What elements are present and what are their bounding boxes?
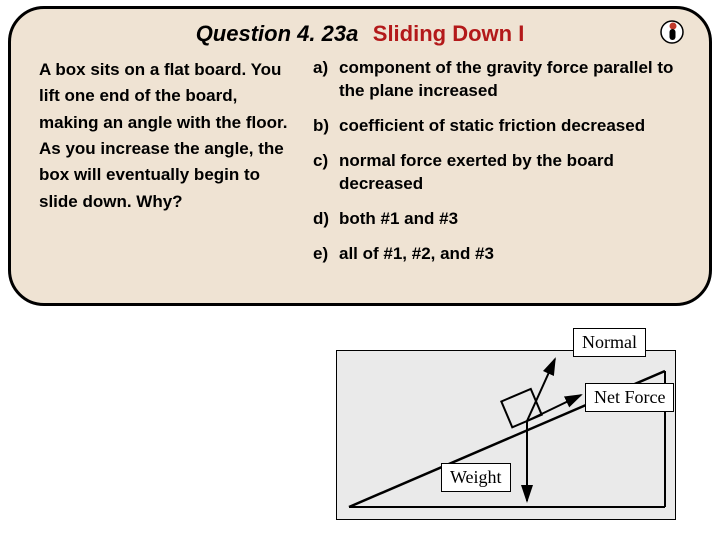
option-a: a) component of the gravity force parall…	[313, 57, 681, 103]
label-weight: Weight	[441, 463, 511, 492]
diagram-svg	[337, 351, 677, 521]
free-body-diagram: Normal Net Force Weight	[336, 350, 676, 520]
title-row: Question 4. 23a Sliding Down I	[39, 21, 681, 47]
option-letter: e)	[313, 243, 339, 266]
option-b: b) coefficient of static friction decrea…	[313, 115, 681, 138]
options-list: a) component of the gravity force parall…	[313, 57, 681, 278]
question-title: Sliding Down I	[373, 21, 525, 46]
option-e: e) all of #1, #2, and #3	[313, 243, 681, 266]
question-number: Question 4. 23a	[196, 21, 359, 46]
option-text: both #1 and #3	[339, 208, 458, 231]
option-text: normal force exerted by the board decrea…	[339, 150, 681, 196]
option-letter: b)	[313, 115, 339, 138]
option-letter: a)	[313, 57, 339, 103]
option-text: all of #1, #2, and #3	[339, 243, 494, 266]
option-c: c) normal force exerted by the board dec…	[313, 150, 681, 196]
option-text: component of the gravity force parallel …	[339, 57, 681, 103]
question-card: Question 4. 23a Sliding Down I A box sit…	[8, 6, 712, 306]
content-row: A box sits on a flat board. You lift one…	[39, 57, 681, 278]
info-icon	[659, 19, 685, 45]
option-letter: c)	[313, 150, 339, 196]
option-text: coefficient of static friction decreased	[339, 115, 645, 138]
label-normal: Normal	[573, 328, 646, 357]
option-letter: d)	[313, 208, 339, 231]
question-prompt: A box sits on a flat board. You lift one…	[39, 57, 291, 278]
option-d: d) both #1 and #3	[313, 208, 681, 231]
label-netforce: Net Force	[585, 383, 674, 412]
